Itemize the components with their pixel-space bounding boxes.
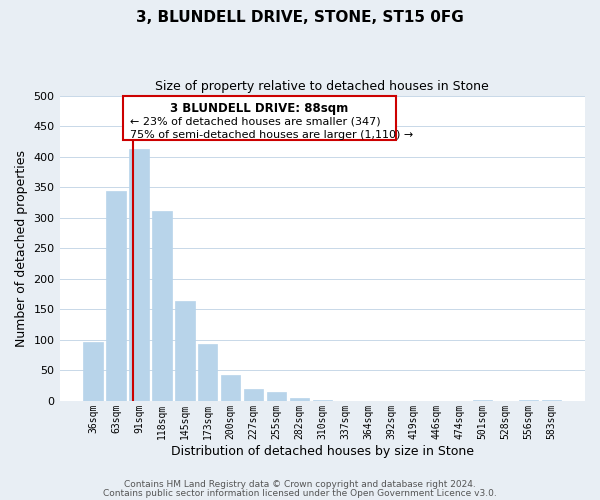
Bar bbox=[198, 344, 217, 401]
Bar bbox=[473, 400, 493, 401]
FancyBboxPatch shape bbox=[122, 96, 396, 140]
Text: 75% of semi-detached houses are larger (1,110) →: 75% of semi-detached houses are larger (… bbox=[130, 130, 414, 140]
Bar bbox=[129, 150, 149, 401]
Text: Contains public sector information licensed under the Open Government Licence v3: Contains public sector information licen… bbox=[103, 489, 497, 498]
Bar bbox=[542, 400, 561, 401]
Bar bbox=[175, 302, 194, 401]
Text: ← 23% of detached houses are smaller (347): ← 23% of detached houses are smaller (34… bbox=[130, 116, 381, 126]
Title: Size of property relative to detached houses in Stone: Size of property relative to detached ho… bbox=[155, 80, 489, 93]
Bar bbox=[519, 400, 538, 401]
Bar bbox=[152, 211, 172, 401]
X-axis label: Distribution of detached houses by size in Stone: Distribution of detached houses by size … bbox=[171, 444, 474, 458]
Text: Contains HM Land Registry data © Crown copyright and database right 2024.: Contains HM Land Registry data © Crown c… bbox=[124, 480, 476, 489]
Bar bbox=[244, 390, 263, 401]
Y-axis label: Number of detached properties: Number of detached properties bbox=[15, 150, 28, 346]
Bar bbox=[290, 398, 309, 401]
Bar bbox=[313, 400, 332, 401]
Text: 3, BLUNDELL DRIVE, STONE, ST15 0FG: 3, BLUNDELL DRIVE, STONE, ST15 0FG bbox=[136, 10, 464, 25]
Bar bbox=[106, 192, 126, 401]
Bar bbox=[267, 392, 286, 401]
Text: 3 BLUNDELL DRIVE: 88sqm: 3 BLUNDELL DRIVE: 88sqm bbox=[170, 102, 349, 114]
Bar bbox=[83, 342, 103, 401]
Bar bbox=[221, 376, 241, 401]
